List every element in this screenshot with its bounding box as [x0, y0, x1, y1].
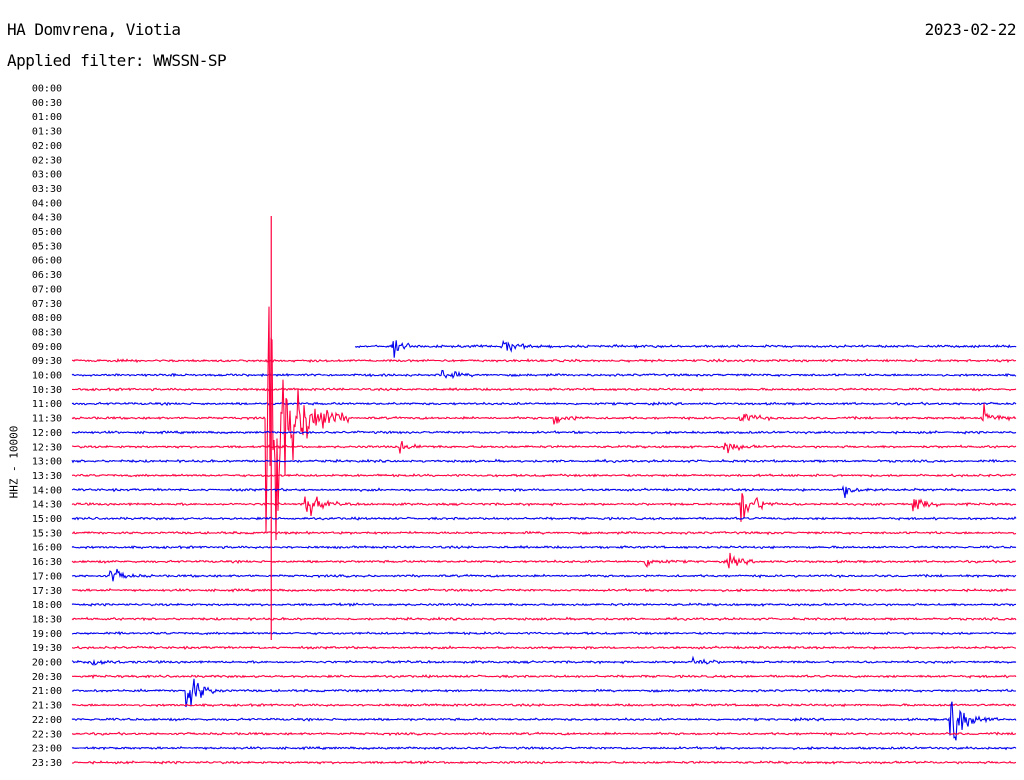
time-tick-label: 13:00 — [32, 457, 62, 468]
time-tick-label: 16:00 — [32, 543, 62, 554]
time-tick-label: 19:30 — [32, 643, 62, 654]
time-tick-label: 06:30 — [32, 270, 62, 281]
time-tick-label: 13:30 — [32, 471, 62, 482]
trace-row-2030 — [72, 674, 1017, 680]
trace-row-0900 — [354, 339, 1017, 358]
time-tick-label: 19:00 — [32, 629, 62, 640]
trace-row-1400 — [71, 485, 1017, 499]
station-title: HA Domvrena, Viotia — [7, 20, 181, 39]
trace-row-1530 — [71, 530, 1017, 536]
time-tick-label: 14:30 — [32, 500, 62, 511]
time-tick-label: 15:00 — [32, 514, 62, 525]
trace-row-1900 — [71, 630, 1017, 636]
time-tick-label: 15:30 — [32, 528, 62, 539]
trace-row-2130 — [71, 702, 1017, 708]
time-tick-label: 07:00 — [32, 284, 62, 295]
time-tick-label: 02:30 — [32, 155, 62, 166]
trace-row-2330 — [71, 759, 1017, 765]
trace-row-2000 — [71, 655, 1017, 666]
trace-row-1300 — [71, 458, 1017, 464]
time-tick-label: 01:30 — [32, 127, 62, 138]
trace-row-1700 — [71, 568, 1017, 582]
time-tick-label: 08:30 — [32, 327, 62, 338]
time-tick-label: 03:00 — [32, 170, 62, 181]
trace-row-2100 — [71, 678, 1017, 708]
time-tick-label: 11:00 — [32, 399, 62, 410]
time-tick-label: 00:00 — [32, 84, 62, 95]
time-tick-label: 18:30 — [32, 614, 62, 625]
trace-row-1030 — [72, 387, 1017, 392]
time-tick-label: 10:00 — [32, 371, 62, 382]
trace-row-1430 — [71, 493, 1017, 522]
time-tick-label: 16:30 — [32, 557, 62, 568]
time-tick-label: 04:00 — [32, 198, 62, 209]
trace-row-2230 — [71, 731, 1017, 737]
time-tick-label: 20:00 — [32, 658, 62, 669]
time-tick-label: 00:30 — [32, 98, 62, 109]
time-tick-label: 05:00 — [32, 227, 62, 238]
time-tick-label: 07:30 — [32, 299, 62, 310]
time-tick-label: 17:30 — [32, 586, 62, 597]
time-tick-label: 03:30 — [32, 184, 62, 195]
time-tick-label: 12:00 — [32, 428, 62, 439]
time-tick-label: 18:00 — [32, 600, 62, 611]
trace-row-2300 — [71, 745, 1017, 751]
time-tick-label: 08:00 — [32, 313, 62, 324]
trace-row-1330 — [71, 473, 1017, 478]
time-tick-label: 09:30 — [32, 356, 62, 367]
trace-row-1200 — [71, 430, 1017, 435]
trace-row-1630 — [71, 552, 1017, 569]
time-tick-label: 23:30 — [32, 758, 62, 769]
trace-row-1800 — [71, 602, 1017, 608]
time-tick-label: 20:30 — [32, 672, 62, 683]
time-tick-label: 04:30 — [32, 213, 62, 224]
time-tick-label: 12:30 — [32, 442, 62, 453]
trace-row-1930 — [71, 645, 1016, 650]
plot-date: 2023-02-22 — [924, 20, 1017, 39]
trace-row-0930 — [71, 358, 1017, 364]
time-tick-label: 22:30 — [32, 729, 62, 740]
trace-row-1230 — [71, 440, 1017, 454]
time-tick-label: 14:00 — [32, 485, 62, 496]
trace-row-1500 — [71, 516, 1017, 521]
trace-row-1130 — [71, 306, 1017, 541]
trace-row-2200 — [71, 701, 1017, 741]
filter-label: Applied filter: WWSSN-SP — [7, 51, 227, 70]
time-tick-label: 02:00 — [32, 141, 62, 152]
time-tick-label: 05:30 — [32, 241, 62, 252]
time-tick-label: 23:00 — [32, 744, 62, 755]
trace-row-1600 — [71, 544, 1017, 550]
time-tick-label: 22:00 — [32, 715, 62, 726]
time-tick-label: 17:00 — [32, 571, 62, 582]
time-tick-label: 09:00 — [32, 342, 62, 353]
time-tick-label: 06:00 — [32, 256, 62, 267]
trace-row-1100 — [71, 401, 1017, 407]
trace-row-1830 — [71, 616, 1017, 622]
time-tick-label: 21:00 — [32, 686, 62, 697]
time-tick-label: 10:30 — [32, 385, 62, 396]
trace-row-1730 — [71, 587, 1017, 593]
time-tick-label: 21:30 — [32, 701, 62, 712]
trace-row-1000 — [71, 369, 1017, 380]
time-tick-label: 11:30 — [32, 414, 62, 425]
time-tick-label: 01:00 — [32, 112, 62, 123]
